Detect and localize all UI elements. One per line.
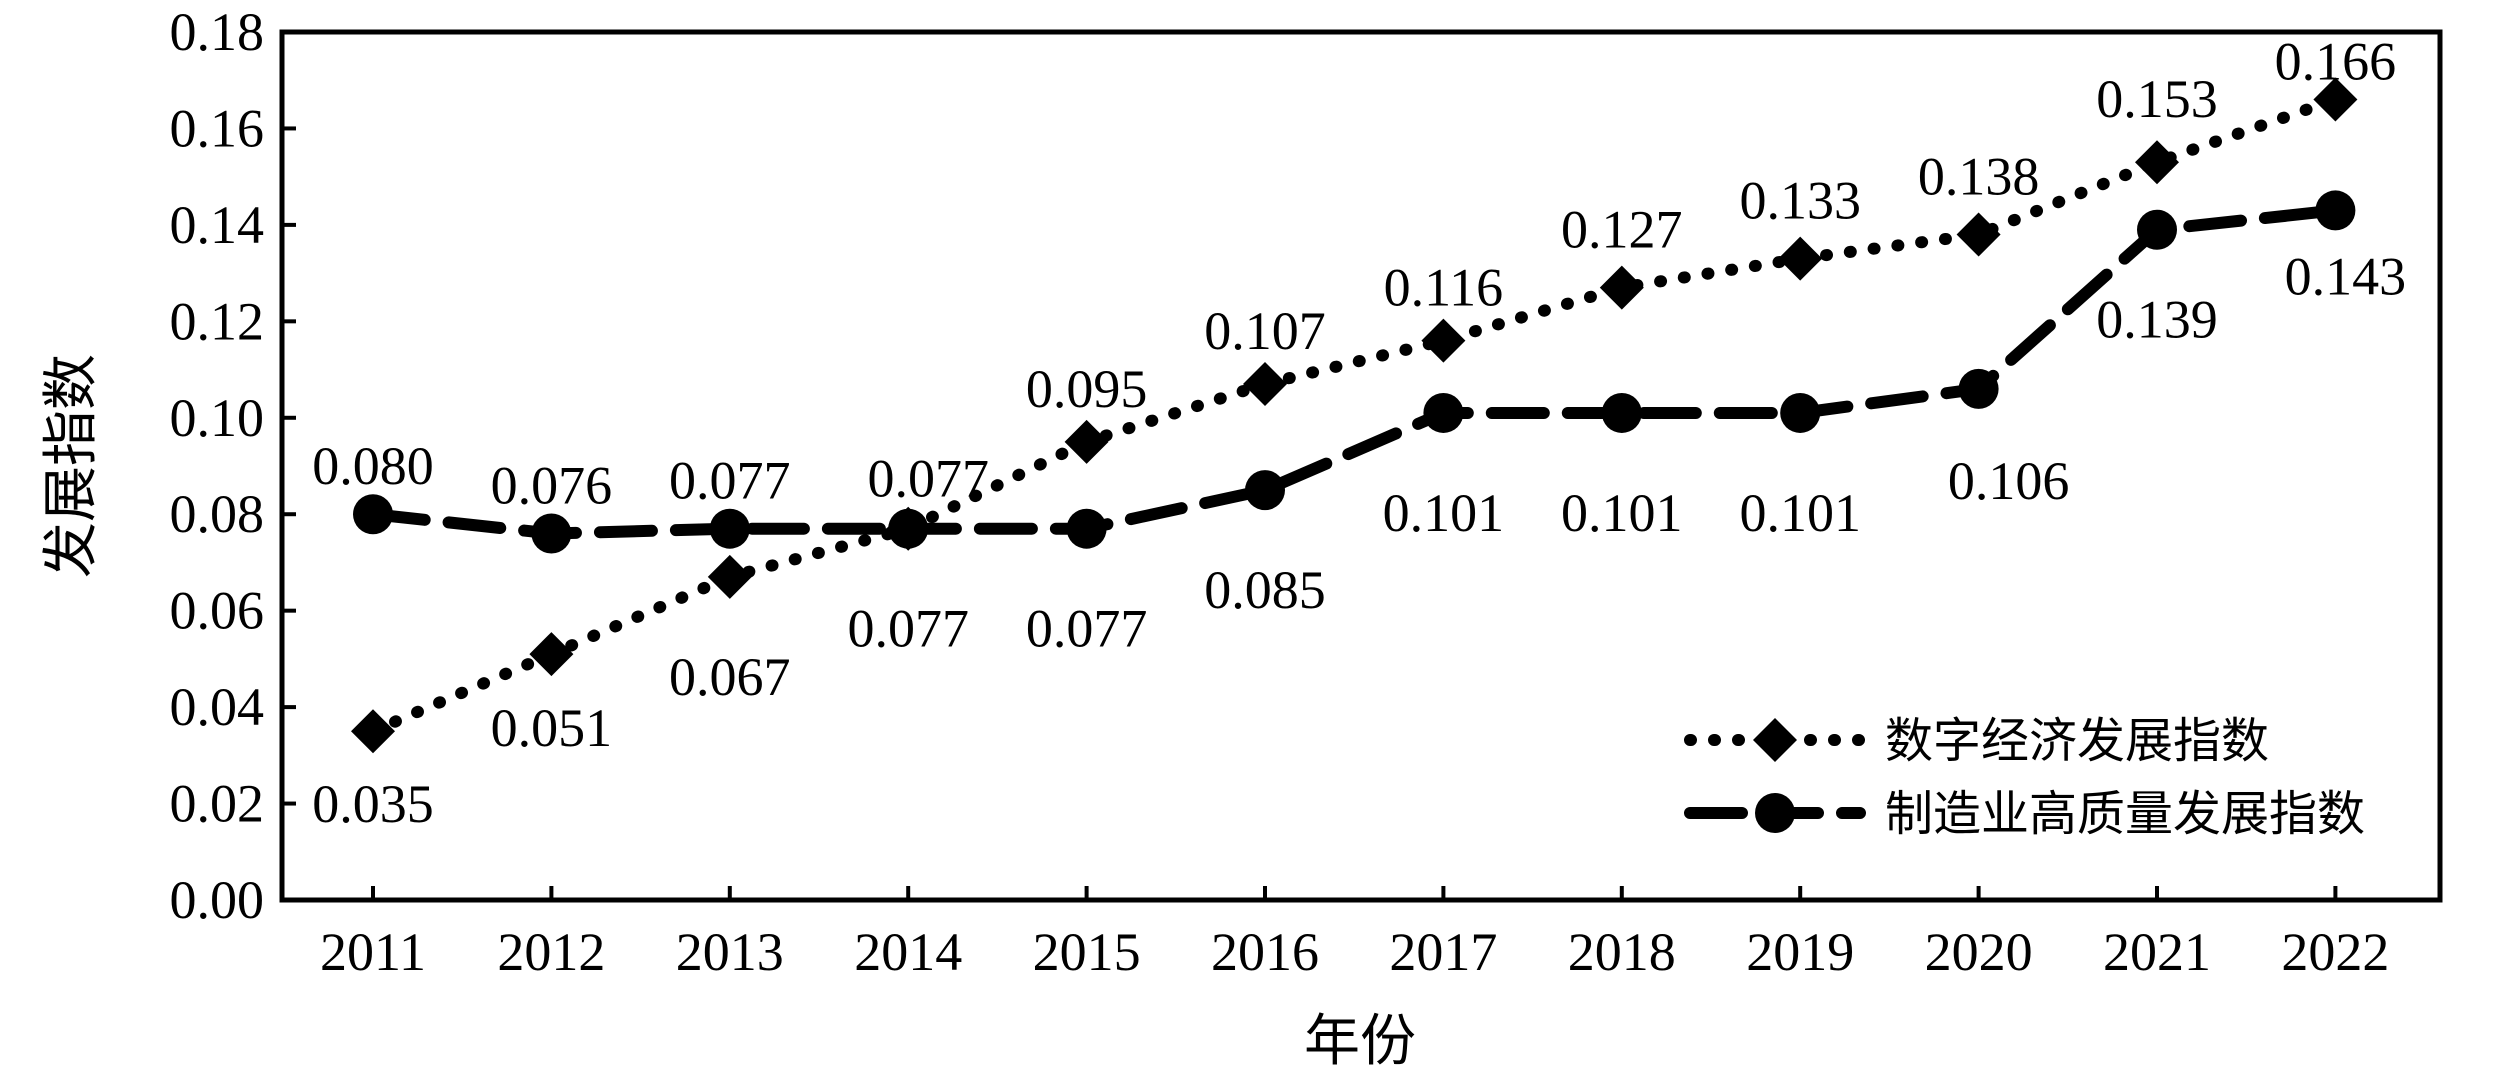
legend-marker-diamond bbox=[1753, 718, 1797, 762]
data-point-diamond bbox=[1956, 212, 2001, 257]
data-label: 0.138 bbox=[1918, 147, 2040, 207]
data-point-circle bbox=[353, 494, 393, 535]
data-point-circle bbox=[1066, 508, 1107, 549]
data-label: 0.080 bbox=[312, 436, 434, 496]
data-label: 0.101 bbox=[1561, 483, 1683, 543]
x-tick-label: 2017 bbox=[1389, 922, 1497, 982]
data-label: 0.133 bbox=[1739, 171, 1861, 231]
x-tick-label: 2020 bbox=[1925, 922, 2033, 982]
x-tick-label: 2019 bbox=[1746, 922, 1854, 982]
data-point-circle bbox=[2137, 209, 2177, 250]
x-tick-label: 2021 bbox=[2103, 922, 2211, 982]
y-tick-label: 0.16 bbox=[170, 98, 265, 158]
x-tick-label: 2014 bbox=[854, 922, 962, 982]
data-label: 0.076 bbox=[491, 456, 613, 516]
data-point-circle bbox=[888, 508, 929, 549]
x-tick-label: 2016 bbox=[1211, 922, 1319, 982]
data-point-diamond bbox=[1064, 419, 1109, 464]
data-point-diamond bbox=[351, 709, 395, 754]
y-tick-label: 0.14 bbox=[170, 195, 265, 255]
data-label: 0.143 bbox=[2285, 246, 2407, 306]
y-tick-label: 0.12 bbox=[170, 291, 265, 351]
data-point-circle bbox=[531, 513, 572, 554]
data-label: 0.106 bbox=[1948, 451, 2070, 511]
y-tick-label: 0.04 bbox=[170, 677, 265, 737]
data-point-diamond bbox=[2135, 140, 2179, 185]
data-label: 0.101 bbox=[1383, 483, 1505, 543]
data-point-diamond bbox=[1243, 362, 1287, 407]
y-tick-label: 0.02 bbox=[170, 774, 265, 834]
data-label: 0.035 bbox=[312, 774, 434, 834]
data-label: 0.127 bbox=[1561, 200, 1683, 260]
legend-label: 制造业高质量发展指数 bbox=[1885, 786, 2365, 842]
y-tick-label: 0.08 bbox=[170, 484, 265, 544]
data-label: 0.095 bbox=[1026, 359, 1148, 419]
x-axis-title: 年份 bbox=[1304, 1011, 1416, 1073]
data-point-circle bbox=[1601, 392, 1642, 433]
x-tick-label: 2018 bbox=[1568, 922, 1676, 982]
x-tick-label: 2013 bbox=[676, 922, 784, 982]
x-tick-label: 2015 bbox=[1033, 922, 1141, 982]
data-point-diamond bbox=[1599, 265, 1644, 310]
data-label: 0.107 bbox=[1204, 301, 1326, 361]
y-axis-title: 发展指数 bbox=[41, 354, 103, 578]
x-tick-label: 2012 bbox=[497, 922, 605, 982]
data-label: 0.085 bbox=[1204, 560, 1326, 620]
data-label: 0.139 bbox=[2096, 290, 2218, 350]
y-tick-label: 0.06 bbox=[170, 581, 265, 641]
data-label: 0.166 bbox=[2275, 32, 2397, 92]
data-point-circle bbox=[709, 508, 750, 549]
plot-frame bbox=[279, 29, 2443, 903]
series-line-2 bbox=[367, 204, 2342, 540]
series-line-1 bbox=[367, 93, 2342, 738]
data-point-diamond bbox=[1421, 318, 1466, 363]
data-label: 0.101 bbox=[1739, 483, 1861, 543]
y-tick-label: 0.10 bbox=[170, 388, 265, 448]
x-tick-label: 2011 bbox=[320, 922, 426, 982]
data-point-diamond bbox=[2313, 77, 2358, 122]
data-label: 0.116 bbox=[1384, 258, 1504, 318]
data-point-circle bbox=[2315, 190, 2356, 231]
data-point-diamond bbox=[707, 554, 752, 599]
y-tick-label: 0.18 bbox=[170, 2, 265, 62]
x-tick-label: 2022 bbox=[2281, 922, 2389, 982]
data-point-diamond bbox=[1778, 236, 1823, 281]
legend-marker-circle bbox=[1755, 793, 1795, 833]
data-label: 0.153 bbox=[2096, 69, 2218, 129]
legend-label: 数字经济发展指数 bbox=[1885, 713, 2269, 769]
data-label: 0.067 bbox=[669, 647, 791, 707]
data-label: 0.051 bbox=[491, 698, 613, 758]
data-point-circle bbox=[1245, 470, 1285, 511]
data-point-diamond bbox=[529, 632, 574, 677]
data-label: 0.077 bbox=[1026, 599, 1148, 659]
data-point-circle bbox=[1423, 392, 1464, 433]
data-label: 0.077 bbox=[847, 599, 969, 659]
data-point-circle bbox=[1958, 368, 1999, 409]
data-label: 0.077 bbox=[669, 451, 791, 511]
y-tick-label: 0.00 bbox=[170, 870, 265, 930]
data-label: 0.077 bbox=[867, 449, 989, 509]
data-point-circle bbox=[1780, 392, 1821, 433]
